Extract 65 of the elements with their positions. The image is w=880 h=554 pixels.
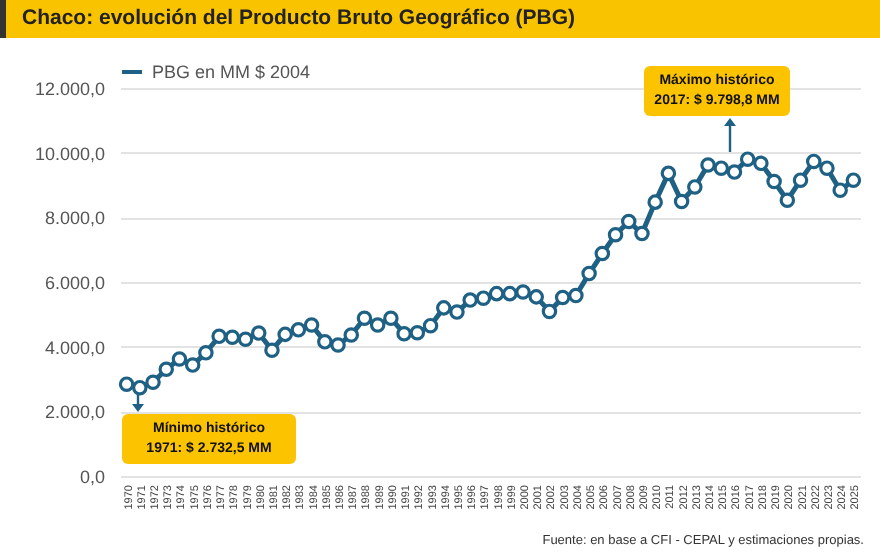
point xyxy=(845,172,862,188)
point xyxy=(805,153,822,170)
point xyxy=(449,304,465,320)
point xyxy=(396,325,412,342)
y-tick-label: 6.000,0 xyxy=(44,273,105,293)
y-tick-label: 2.000,0 xyxy=(44,402,105,423)
point xyxy=(277,326,293,343)
point xyxy=(422,317,439,334)
point xyxy=(700,157,716,173)
point xyxy=(739,151,756,167)
point xyxy=(369,317,386,333)
y-tick-label: 0,0 xyxy=(79,467,105,487)
point xyxy=(198,345,214,361)
point xyxy=(620,213,637,230)
point xyxy=(132,379,148,396)
chart-title: Chaco: evolución del Producto Bruto Geográfico (PBG) xyxy=(0,0,880,38)
point xyxy=(409,325,426,341)
point xyxy=(290,322,307,338)
point xyxy=(237,331,254,347)
y-tick-label: 8.000,0 xyxy=(44,208,105,229)
point xyxy=(475,290,492,306)
point xyxy=(832,182,848,198)
point xyxy=(435,300,452,316)
point xyxy=(528,289,545,305)
point xyxy=(554,289,571,306)
point xyxy=(184,357,201,373)
point xyxy=(502,285,518,302)
point xyxy=(462,292,478,308)
point xyxy=(330,337,346,353)
point xyxy=(753,155,769,172)
point xyxy=(647,194,663,210)
point xyxy=(515,284,531,300)
point xyxy=(581,265,597,282)
point xyxy=(594,245,611,262)
point xyxy=(303,317,320,333)
point xyxy=(634,225,650,242)
point xyxy=(673,193,690,210)
legend-label: PBG en MM $ 2004 xyxy=(152,62,311,82)
point xyxy=(317,334,333,350)
point xyxy=(713,160,730,176)
point xyxy=(118,376,135,392)
point xyxy=(250,325,267,341)
point xyxy=(726,164,743,180)
y-tick-label: 12.000,0 xyxy=(34,79,105,99)
point xyxy=(541,303,558,320)
point xyxy=(356,310,373,326)
point xyxy=(383,310,399,326)
point xyxy=(792,172,809,188)
point xyxy=(660,165,677,182)
point xyxy=(264,342,280,358)
point xyxy=(766,173,782,190)
point xyxy=(224,329,241,346)
point xyxy=(158,361,175,378)
point xyxy=(488,285,505,302)
point xyxy=(819,160,835,176)
point xyxy=(779,192,796,208)
point xyxy=(145,374,161,390)
point xyxy=(607,227,624,243)
point xyxy=(211,328,227,345)
point xyxy=(343,327,360,343)
y-tick-label: 10.000,0 xyxy=(34,143,105,164)
point xyxy=(171,351,188,367)
point xyxy=(568,287,584,304)
y-tick-label: 4.000,0 xyxy=(44,337,105,358)
point xyxy=(687,179,703,195)
